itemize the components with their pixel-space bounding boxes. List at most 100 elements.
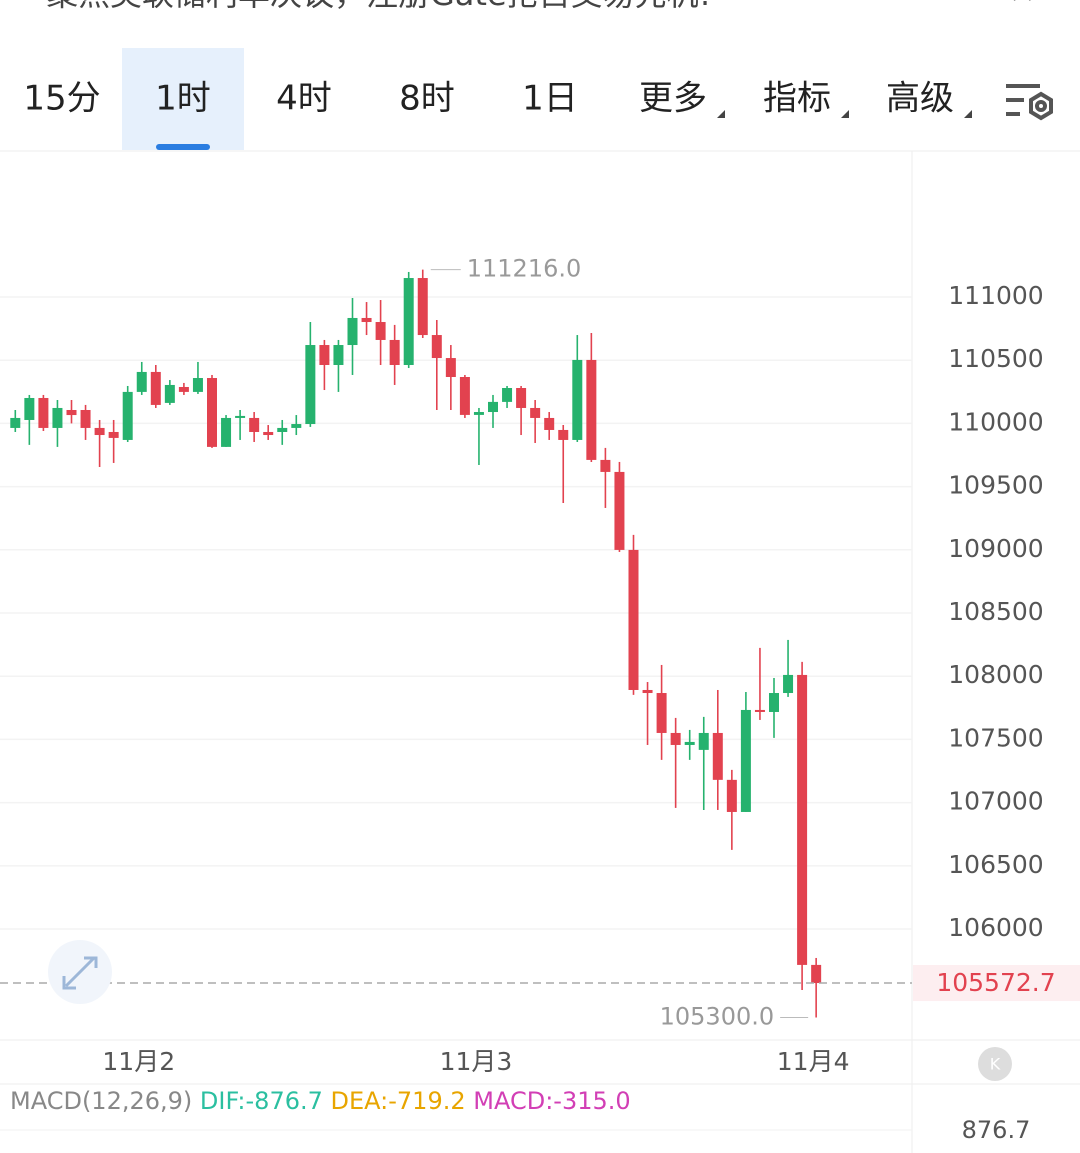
macd-dea: DEA:-719.2	[331, 1087, 466, 1115]
candle-body	[403, 278, 414, 365]
candle-body	[726, 779, 737, 812]
close-icon[interactable]: ✕	[1008, 0, 1037, 13]
candle-body	[94, 427, 105, 436]
candle-body	[164, 384, 175, 403]
active-tab-indicator	[156, 144, 210, 150]
tab[interactable]: 更多	[639, 79, 707, 119]
y-tick-label: 110000	[948, 407, 1043, 436]
y-tick-label: 110500	[948, 344, 1043, 373]
rewind-button[interactable]	[978, 1047, 1012, 1081]
tab[interactable]: 8时	[399, 79, 455, 119]
candle-body	[558, 429, 569, 440]
candle-body	[192, 378, 203, 392]
banner: 聚焦美联储利率决议，注册Gate抢占交易先机!	[46, 0, 711, 13]
candle-body	[516, 387, 527, 408]
y-tick-label: 109500	[948, 471, 1043, 500]
tab-bar: 15分 1时 4时 8时 1日 更多 指标 高级	[23, 79, 972, 119]
candle-body	[488, 401, 498, 413]
y-tick-label: 107500	[948, 723, 1043, 752]
macd-dif: DIF:-876.7	[200, 1087, 323, 1115]
expand-icon	[62, 956, 98, 990]
candle-body	[80, 409, 91, 428]
candle-body	[544, 417, 555, 430]
candle-body	[235, 415, 246, 418]
x-tick-label: 11月2	[102, 1047, 175, 1076]
candle-body	[572, 359, 583, 440]
candle-body	[740, 709, 751, 812]
active-tab-bg	[122, 48, 244, 150]
candle-body	[600, 459, 611, 472]
candle-body	[530, 407, 541, 418]
macd-value: MACD:-315.0	[473, 1087, 630, 1115]
candle-body	[754, 709, 765, 712]
candle-body	[670, 732, 681, 745]
tab[interactable]: 高级	[886, 79, 954, 119]
candle-body	[389, 339, 400, 365]
candle-body	[445, 358, 456, 378]
candle-body	[277, 427, 288, 432]
candle-body	[108, 431, 119, 438]
candle-body	[361, 317, 372, 323]
candle-body	[263, 431, 274, 436]
annotation-label: 111216.0	[467, 255, 582, 283]
y-tick-label: 109000	[948, 534, 1043, 563]
tab[interactable]: 1日	[522, 79, 578, 119]
candle-body	[797, 674, 808, 965]
x-tick-label: 11月4	[777, 1047, 850, 1076]
candle-body	[459, 377, 470, 415]
candle-body	[783, 674, 794, 694]
candle-body	[122, 391, 133, 440]
candle-body	[642, 689, 653, 694]
candle-body	[473, 412, 484, 415]
macd-params: MACD(12,26,9)	[10, 1087, 192, 1115]
y-tick-label: 108000	[948, 660, 1043, 689]
settings-icon[interactable]	[1006, 84, 1053, 121]
candle-body	[52, 407, 63, 428]
candle-body	[24, 397, 35, 420]
candle-body	[698, 732, 709, 750]
candle-body	[150, 371, 161, 405]
candle-body	[431, 335, 442, 359]
tab[interactable]: 15分	[23, 79, 100, 119]
candle-body	[712, 732, 723, 780]
last-price-tag	[913, 965, 1080, 1002]
candle-body	[38, 397, 49, 428]
candle-body	[347, 317, 358, 346]
candle-body	[136, 371, 147, 392]
macd-axis-label: 876.7	[962, 1116, 1031, 1144]
candle-body	[249, 417, 260, 432]
candle-body	[178, 386, 189, 392]
dropdown-arrow	[964, 110, 972, 118]
candle-body	[502, 387, 513, 402]
candle-body	[305, 345, 316, 425]
tab[interactable]: 1时	[155, 79, 211, 119]
rewind-icon: K	[990, 1055, 1001, 1074]
candle-body	[586, 359, 597, 460]
last-price-label: 105572.7	[936, 968, 1055, 997]
candle-body	[66, 409, 77, 416]
y-tick-label: 111000	[948, 281, 1043, 310]
y-tick-label: 106000	[948, 913, 1043, 942]
candle-body	[684, 741, 695, 745]
candle-body	[769, 693, 779, 712]
tab[interactable]: 4时	[276, 79, 332, 119]
x-tick-label: 11月3	[440, 1047, 513, 1076]
macd-legend: MACD(12,26,9) DIF:-876.7 DEA:-719.2 MACD…	[10, 1087, 631, 1115]
candle-body	[207, 378, 217, 447]
candle-body	[221, 417, 232, 447]
candle-body	[319, 345, 330, 365]
candle-body	[375, 322, 386, 340]
candle-body	[417, 278, 428, 336]
y-tick-label: 108500	[948, 597, 1043, 626]
dropdown-arrow	[717, 110, 725, 118]
annotation-label: 105300.0	[660, 1002, 775, 1030]
y-tick-label: 107000	[948, 787, 1043, 816]
dropdown-arrow	[841, 110, 849, 118]
candle-body	[811, 964, 822, 984]
candle-body	[656, 693, 667, 733]
tab[interactable]: 指标	[763, 79, 831, 119]
candle-body	[614, 471, 625, 550]
candle-body	[628, 549, 639, 690]
